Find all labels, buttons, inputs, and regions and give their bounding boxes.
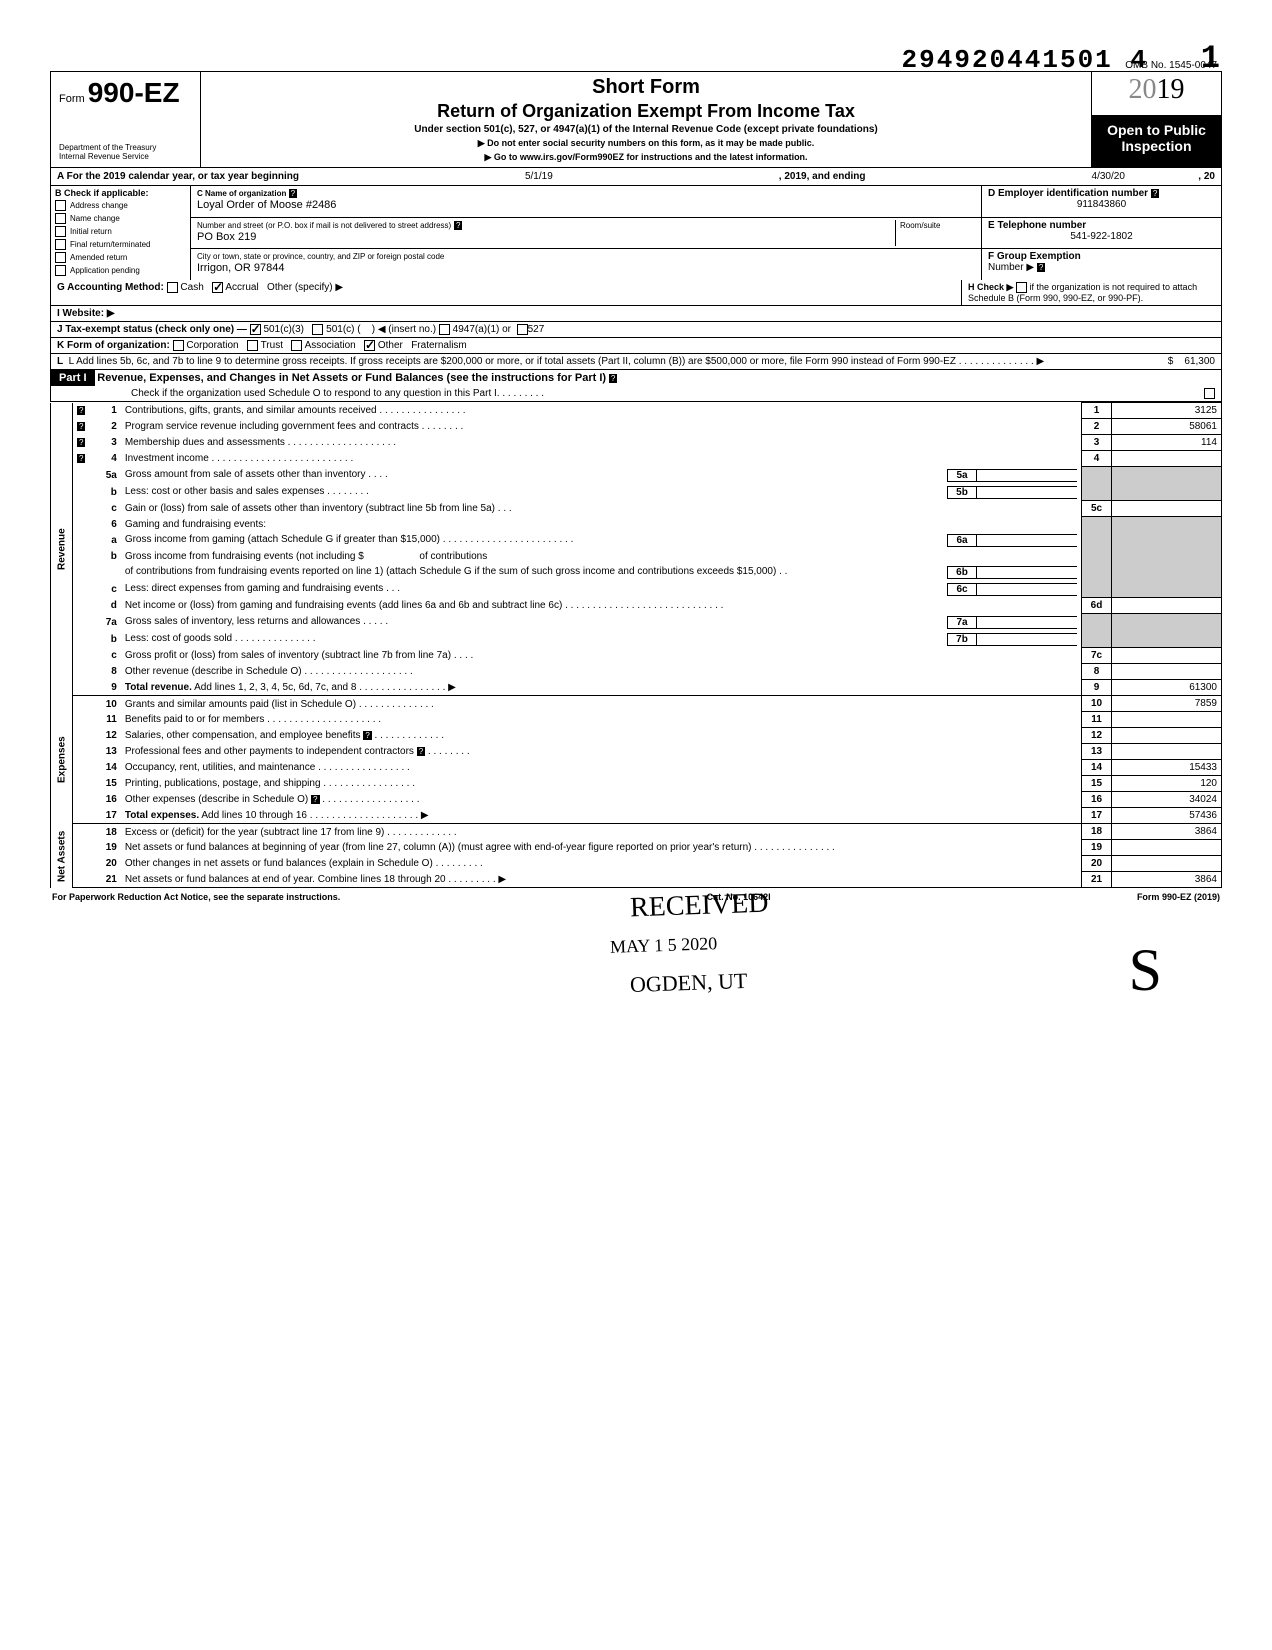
dept-treasury: Department of the Treasury Internal Reve… bbox=[59, 144, 192, 162]
cb-527[interactable] bbox=[517, 324, 528, 335]
row-g-accounting: G Accounting Method: Cash Accrual Other … bbox=[51, 280, 961, 305]
line-11-val bbox=[1112, 712, 1222, 728]
cb-schedule-o[interactable] bbox=[1204, 388, 1215, 399]
line-21-val: 3864 bbox=[1112, 872, 1222, 888]
note-url: ▶ Go to www.irs.gov/Form990EZ for instru… bbox=[211, 152, 1081, 163]
line-10-val: 7859 bbox=[1112, 696, 1222, 712]
line-20-val bbox=[1112, 856, 1222, 872]
cb-name-change[interactable] bbox=[55, 213, 66, 224]
line-7c-val bbox=[1112, 648, 1222, 664]
line-12-val bbox=[1112, 728, 1222, 744]
subtitle: Under section 501(c), 527, or 4947(a)(1)… bbox=[211, 124, 1081, 135]
cb-initial-return[interactable] bbox=[55, 226, 66, 237]
cb-amended-return[interactable] bbox=[55, 252, 66, 263]
cb-final-return[interactable] bbox=[55, 239, 66, 250]
line-13-val bbox=[1112, 744, 1222, 760]
side-net-assets: Net Assets bbox=[51, 824, 73, 888]
cb-application-pending[interactable] bbox=[55, 265, 66, 276]
cb-accrual[interactable] bbox=[212, 282, 223, 293]
org-name: Loyal Order of Moose #2486 bbox=[197, 199, 336, 211]
section-bcdef: B Check if applicable: Address change Na… bbox=[50, 186, 1222, 280]
row-h: H Check ▶ if the organization is not req… bbox=[961, 280, 1221, 305]
row-l-gross-receipts: L L Add lines 5b, 6c, and 7b to line 9 t… bbox=[50, 354, 1222, 370]
line-19-val bbox=[1112, 840, 1222, 856]
line-16-val: 34024 bbox=[1112, 792, 1222, 808]
part1-header: Part I Revenue, Expenses, and Changes in… bbox=[50, 370, 1222, 402]
ein: 911843860 bbox=[988, 199, 1215, 210]
row-a-tax-year: A For the 2019 calendar year, or tax yea… bbox=[50, 168, 1222, 186]
return-title: Return of Organization Exempt From Incom… bbox=[211, 101, 1081, 122]
row-j-tax-status: J Tax-exempt status (check only one) — 5… bbox=[50, 322, 1222, 338]
line-15-val: 120 bbox=[1112, 776, 1222, 792]
b-header: B Check if applicable: bbox=[55, 188, 186, 198]
org-city: Irrigon, OR 97844 bbox=[197, 262, 284, 274]
cb-schedule-b[interactable] bbox=[1016, 282, 1027, 293]
note-ssn: ▶ Do not enter social security numbers o… bbox=[211, 138, 1081, 149]
cb-other-org[interactable] bbox=[364, 340, 375, 351]
tax-year: 2019 bbox=[1092, 72, 1221, 116]
line-14-val: 15433 bbox=[1112, 760, 1222, 776]
phone: 541-922-1802 bbox=[988, 231, 1215, 242]
line-2-val: 58061 bbox=[1112, 419, 1222, 435]
row-i-website: I Website: ▶ bbox=[51, 306, 1221, 321]
side-revenue: Revenue bbox=[51, 403, 73, 696]
line-1-val: 3125 bbox=[1112, 403, 1222, 419]
line-9-val: 61300 bbox=[1112, 680, 1222, 696]
line-4-val bbox=[1112, 451, 1222, 467]
cb-501c[interactable] bbox=[312, 324, 323, 335]
line-18-val: 3864 bbox=[1112, 824, 1222, 840]
form-number: Form 990-EZ bbox=[59, 77, 192, 109]
org-address: PO Box 219 bbox=[197, 231, 256, 243]
line-17-val: 57436 bbox=[1112, 808, 1222, 824]
side-expenses: Expenses bbox=[51, 696, 73, 824]
cb-address-change[interactable] bbox=[55, 200, 66, 211]
cb-cash[interactable] bbox=[167, 282, 178, 293]
cb-assoc[interactable] bbox=[291, 340, 302, 351]
open-inspection: Open to Public Inspection bbox=[1092, 116, 1221, 167]
line-8-val bbox=[1112, 664, 1222, 680]
line-5c-val bbox=[1112, 501, 1222, 517]
cb-trust[interactable] bbox=[247, 340, 258, 351]
line-3-val: 114 bbox=[1112, 435, 1222, 451]
cb-4947[interactable] bbox=[439, 324, 450, 335]
form-line-table: Revenue ? 1 Contributions, gifts, grants… bbox=[50, 402, 1222, 888]
form-header: Form 990-EZ Department of the Treasury I… bbox=[50, 71, 1222, 168]
cb-corp[interactable] bbox=[173, 340, 184, 351]
line-6d-val bbox=[1112, 598, 1222, 614]
signature-s: S bbox=[50, 936, 1222, 1005]
footer: For Paperwork Reduction Act Notice, see … bbox=[50, 888, 1222, 906]
cb-501c3[interactable] bbox=[250, 324, 261, 335]
row-k-org-form: K Form of organization: Corporation Trus… bbox=[50, 338, 1222, 354]
short-form-title: Short Form bbox=[211, 76, 1081, 99]
